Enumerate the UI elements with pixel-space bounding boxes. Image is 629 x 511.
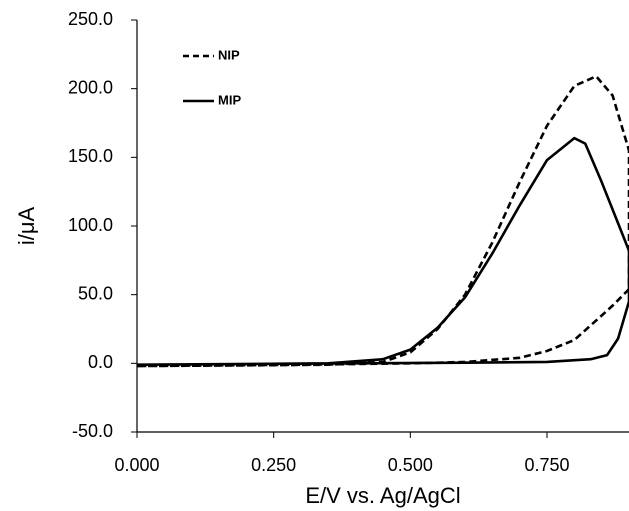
y-tick-label: -50.0	[72, 421, 113, 441]
legend-label: NIP	[218, 47, 240, 62]
y-tick-label: 200.0	[68, 77, 113, 97]
y-tick-label: 150.0	[68, 146, 113, 166]
y-tick-label: 50.0	[78, 283, 113, 303]
x-axis-label: E/V vs. Ag/AgCl	[305, 483, 460, 508]
series-line	[137, 136, 629, 367]
y-axis-label: i/μA	[14, 207, 39, 246]
y-tick-label: 250.0	[68, 9, 113, 29]
plot-area	[137, 75, 629, 368]
legend-label: MIP	[218, 92, 241, 107]
y-tick-label: 100.0	[68, 215, 113, 235]
x-tick-label: 0.250	[251, 455, 296, 475]
x-tick-label: 0.500	[388, 455, 433, 475]
x-tick-label: 0.750	[524, 455, 569, 475]
x-tick-label: 0.000	[114, 455, 159, 475]
y-tick-label: 0.0	[88, 352, 113, 372]
series-line	[137, 75, 629, 368]
